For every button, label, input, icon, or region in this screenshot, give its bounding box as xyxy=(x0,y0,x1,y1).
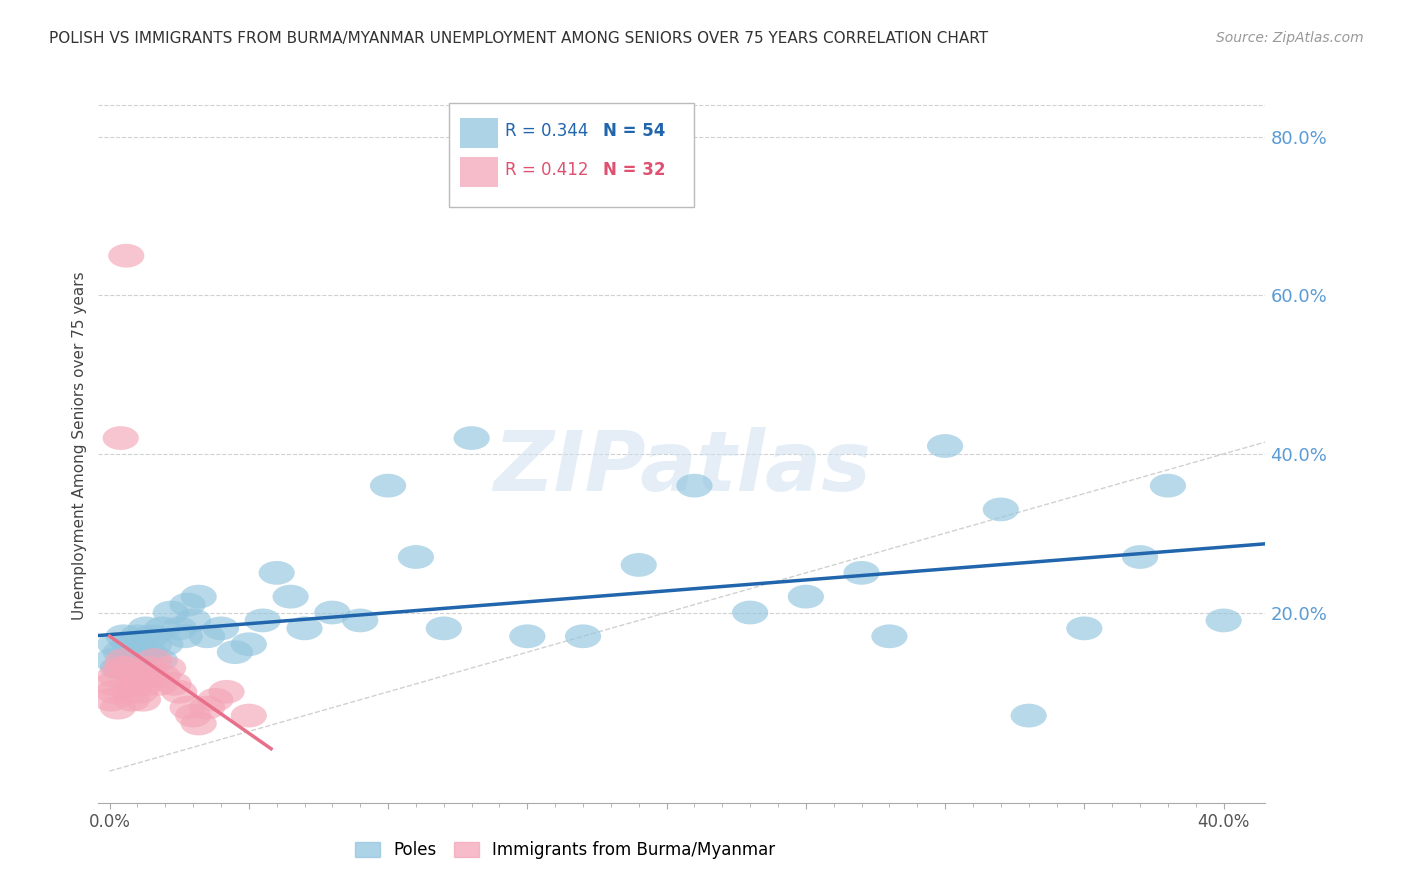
Ellipse shape xyxy=(100,696,136,720)
Ellipse shape xyxy=(111,680,148,704)
Ellipse shape xyxy=(122,632,159,657)
Ellipse shape xyxy=(1066,616,1102,640)
Ellipse shape xyxy=(259,561,295,585)
Text: N = 32: N = 32 xyxy=(603,161,665,178)
Ellipse shape xyxy=(927,434,963,458)
Ellipse shape xyxy=(426,616,463,640)
Ellipse shape xyxy=(120,624,156,648)
Ellipse shape xyxy=(128,616,165,640)
Ellipse shape xyxy=(145,664,180,688)
Text: R = 0.344: R = 0.344 xyxy=(505,121,588,139)
Ellipse shape xyxy=(1122,545,1159,569)
Text: N = 54: N = 54 xyxy=(603,121,665,139)
Ellipse shape xyxy=(188,696,225,720)
Ellipse shape xyxy=(454,426,489,450)
Ellipse shape xyxy=(134,664,170,688)
Ellipse shape xyxy=(122,680,159,704)
Ellipse shape xyxy=(174,704,211,728)
FancyBboxPatch shape xyxy=(449,103,693,207)
Ellipse shape xyxy=(676,474,713,498)
Ellipse shape xyxy=(188,624,225,648)
Ellipse shape xyxy=(733,600,768,624)
Ellipse shape xyxy=(125,688,162,712)
Ellipse shape xyxy=(208,680,245,704)
Ellipse shape xyxy=(170,696,205,720)
Ellipse shape xyxy=(93,688,129,712)
Ellipse shape xyxy=(162,616,197,640)
Ellipse shape xyxy=(202,616,239,640)
FancyBboxPatch shape xyxy=(460,118,498,148)
Ellipse shape xyxy=(1011,704,1046,728)
Ellipse shape xyxy=(509,624,546,648)
Ellipse shape xyxy=(197,688,233,712)
Ellipse shape xyxy=(167,624,202,648)
Ellipse shape xyxy=(136,632,172,657)
Ellipse shape xyxy=(114,640,150,664)
Ellipse shape xyxy=(96,680,132,704)
Ellipse shape xyxy=(287,616,322,640)
Ellipse shape xyxy=(398,545,434,569)
Ellipse shape xyxy=(105,624,142,648)
Ellipse shape xyxy=(180,712,217,735)
Ellipse shape xyxy=(145,616,180,640)
Ellipse shape xyxy=(131,640,167,664)
Ellipse shape xyxy=(94,648,131,672)
Ellipse shape xyxy=(103,640,139,664)
Ellipse shape xyxy=(108,244,145,268)
Ellipse shape xyxy=(134,624,170,648)
Ellipse shape xyxy=(231,632,267,657)
Ellipse shape xyxy=(315,600,350,624)
Ellipse shape xyxy=(787,585,824,608)
Ellipse shape xyxy=(111,632,148,657)
Ellipse shape xyxy=(108,648,145,672)
Ellipse shape xyxy=(103,426,139,450)
Text: R = 0.412: R = 0.412 xyxy=(505,161,588,178)
Ellipse shape xyxy=(1150,474,1187,498)
Ellipse shape xyxy=(117,672,153,696)
Ellipse shape xyxy=(170,592,205,616)
Ellipse shape xyxy=(125,648,162,672)
Ellipse shape xyxy=(100,657,136,680)
FancyBboxPatch shape xyxy=(460,157,498,187)
Ellipse shape xyxy=(148,632,183,657)
Ellipse shape xyxy=(142,672,177,696)
Ellipse shape xyxy=(245,608,281,632)
Ellipse shape xyxy=(844,561,880,585)
Text: ZIPatlas: ZIPatlas xyxy=(494,427,870,508)
Ellipse shape xyxy=(114,688,150,712)
Text: POLISH VS IMMIGRANTS FROM BURMA/MYANMAR UNEMPLOYMENT AMONG SENIORS OVER 75 YEARS: POLISH VS IMMIGRANTS FROM BURMA/MYANMAR … xyxy=(49,31,988,46)
Y-axis label: Unemployment Among Seniors over 75 years: Unemployment Among Seniors over 75 years xyxy=(72,272,87,620)
Ellipse shape xyxy=(108,657,145,680)
Ellipse shape xyxy=(150,657,186,680)
Ellipse shape xyxy=(120,664,156,688)
Ellipse shape xyxy=(370,474,406,498)
Ellipse shape xyxy=(105,648,142,672)
Ellipse shape xyxy=(162,680,197,704)
Ellipse shape xyxy=(273,585,309,608)
Ellipse shape xyxy=(620,553,657,577)
Legend: Poles, Immigrants from Burma/Myanmar: Poles, Immigrants from Burma/Myanmar xyxy=(349,835,782,866)
Ellipse shape xyxy=(128,672,165,696)
Ellipse shape xyxy=(153,600,188,624)
Ellipse shape xyxy=(342,608,378,632)
Ellipse shape xyxy=(131,657,167,680)
Ellipse shape xyxy=(94,672,131,696)
Ellipse shape xyxy=(142,648,177,672)
Ellipse shape xyxy=(872,624,907,648)
Ellipse shape xyxy=(136,648,172,672)
Ellipse shape xyxy=(565,624,602,648)
Ellipse shape xyxy=(174,608,211,632)
Ellipse shape xyxy=(117,657,153,680)
Ellipse shape xyxy=(103,657,139,680)
Ellipse shape xyxy=(217,640,253,664)
Ellipse shape xyxy=(1205,608,1241,632)
Ellipse shape xyxy=(983,498,1019,521)
Ellipse shape xyxy=(180,585,217,608)
Text: Source: ZipAtlas.com: Source: ZipAtlas.com xyxy=(1216,31,1364,45)
Ellipse shape xyxy=(156,672,191,696)
Ellipse shape xyxy=(97,632,134,657)
Ellipse shape xyxy=(97,664,134,688)
Ellipse shape xyxy=(231,704,267,728)
